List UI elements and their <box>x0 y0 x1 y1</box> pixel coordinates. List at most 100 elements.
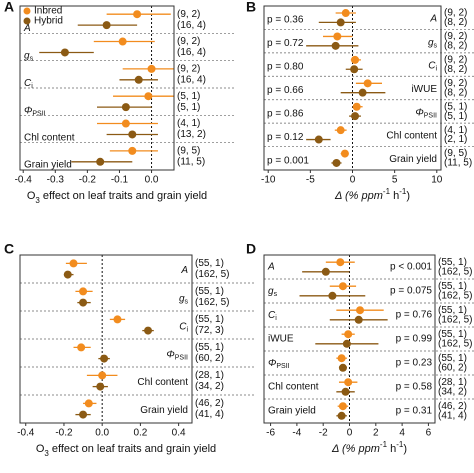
point <box>77 343 86 352</box>
point <box>351 112 360 121</box>
point <box>338 282 347 291</box>
count-label: (34, 2) <box>438 386 467 397</box>
trait-label-sub: PSII <box>424 113 437 120</box>
point <box>144 92 153 101</box>
x-axis-label-part: h <box>390 190 399 202</box>
trait-label: A <box>429 14 437 25</box>
count-label: (60, 2) <box>195 353 224 364</box>
count-label: (55, 1) <box>195 286 224 297</box>
x-tick-label: 0 <box>347 428 353 439</box>
trait-label: ΦPSII <box>268 358 290 371</box>
point <box>358 88 367 97</box>
legend-marker <box>23 7 31 15</box>
count-label: (4, 1) <box>177 118 200 129</box>
trait-label-sub: PSII <box>32 111 45 118</box>
point <box>128 130 137 139</box>
count-label: (9, 2) <box>444 55 467 66</box>
trait-label-sub: s <box>30 56 34 63</box>
point <box>96 157 105 166</box>
point <box>121 103 130 112</box>
point <box>336 18 345 27</box>
count-label: (16, 4) <box>177 20 206 31</box>
count-label: (11, 5) <box>177 156 205 167</box>
count-label: (11, 5) <box>444 158 472 169</box>
x-axis-label-part: -1 <box>380 440 388 449</box>
p-value: p = 0.76 <box>396 310 433 321</box>
count-label: (5, 1) <box>177 102 200 113</box>
x-axis-label: O3 effect on leaf traits and grain yield <box>36 443 216 458</box>
count-label: (4, 1) <box>444 125 467 136</box>
x-axis-label: O3 effect on leaf traits and grain yield <box>27 190 207 205</box>
point <box>363 79 372 88</box>
count-label: (9, 2) <box>444 8 467 19</box>
x-axis-label-part: Δ (% ppm <box>334 190 383 202</box>
trait-label-main: C <box>428 60 436 71</box>
x-tick-label: -0.2 <box>55 428 73 439</box>
p-value: p = 0.36 <box>267 15 304 26</box>
point <box>351 55 360 64</box>
point <box>333 32 342 41</box>
trait-label: gs <box>268 286 278 299</box>
point <box>128 146 137 155</box>
x-tick-label: -5 <box>306 175 315 186</box>
point <box>332 158 341 167</box>
p-value: p < 0.001 <box>390 262 432 273</box>
trait-label-sub: i <box>435 66 437 73</box>
count-label: (55, 1) <box>438 281 467 292</box>
x-tick-label: -6 <box>266 428 275 439</box>
trait-label-sub: s <box>434 43 438 50</box>
count-label: (16, 4) <box>177 47 206 58</box>
trait-label: Ci <box>268 310 277 323</box>
x-tick-label: 5 <box>392 175 398 186</box>
count-label: (55, 1) <box>438 305 467 316</box>
count-label: (13, 2) <box>177 129 206 140</box>
trait-label: ΦPSII <box>166 349 188 362</box>
count-label: (162, 5) <box>438 314 472 325</box>
count-label: (55, 1) <box>438 257 467 268</box>
trait-label-main: C <box>268 310 276 321</box>
plot-frame <box>19 254 193 424</box>
point <box>337 411 346 420</box>
p-value: p = 0.99 <box>396 334 433 345</box>
count-label: (9, 5) <box>177 146 200 157</box>
trait-label-main: Φ <box>415 107 423 118</box>
legend-marker <box>23 17 31 25</box>
trait-label: Chl content <box>24 132 75 143</box>
trait-label-sub: PSII <box>276 363 289 370</box>
count-label: (9, 2) <box>177 9 200 20</box>
trait-label: Grain yield <box>268 406 316 417</box>
count-label: (162, 5) <box>438 338 472 349</box>
count-label: (8, 2) <box>444 40 467 51</box>
x-axis-label-part: Δ (% ppm <box>331 443 380 455</box>
point <box>338 402 347 411</box>
count-label: (9, 2) <box>177 36 200 47</box>
panel-letter: C <box>4 241 14 257</box>
x-tick-label: 0.0 <box>145 175 159 186</box>
x-tick-label: -0.4 <box>17 428 35 439</box>
x-tick-label: -0.2 <box>79 175 97 186</box>
x-tick-label: -10 <box>261 175 276 186</box>
x-axis-label-part: ) <box>403 443 407 455</box>
point <box>79 287 88 296</box>
count-label: (5, 1) <box>177 91 200 102</box>
count-label: (162, 5) <box>438 290 472 301</box>
trait-label-main: g <box>24 50 30 61</box>
p-value: p = 0.66 <box>267 85 304 96</box>
x-axis-label-part: effect on leaf traits and grain yield <box>40 190 207 202</box>
point <box>342 339 351 348</box>
trait-label: Chl content <box>137 377 188 388</box>
point <box>350 65 359 74</box>
p-value: p = 0.72 <box>267 38 304 49</box>
point <box>121 119 130 128</box>
panel-letter: A <box>4 0 14 15</box>
count-label: (55, 1) <box>438 353 467 364</box>
point <box>69 259 78 268</box>
point <box>341 9 350 18</box>
point <box>336 258 345 267</box>
x-axis-label: Δ (% ppm-1 h-1) <box>331 440 407 455</box>
x-axis-label-part: 3 <box>44 449 49 458</box>
count-label: (162, 5) <box>195 269 229 280</box>
x-axis-label-part: 3 <box>35 196 40 205</box>
x-tick-label: -0.3 <box>47 175 65 186</box>
p-value: p = 0.001 <box>267 155 309 166</box>
